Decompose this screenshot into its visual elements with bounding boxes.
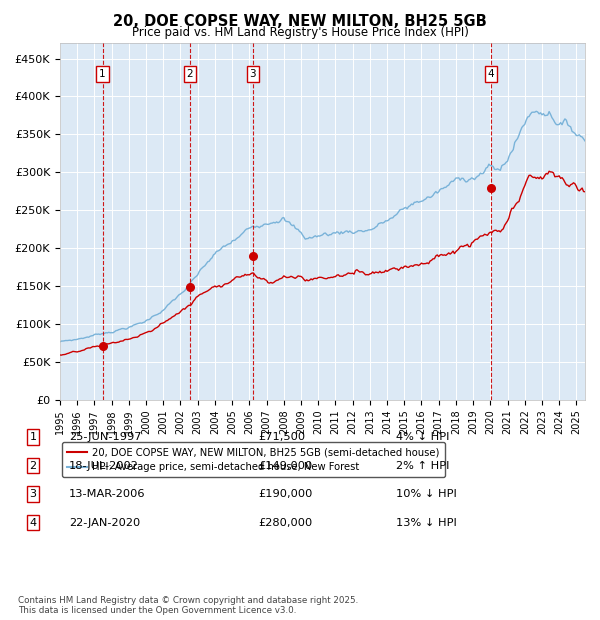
Text: 18-JUL-2002: 18-JUL-2002 xyxy=(69,461,139,471)
Text: 1: 1 xyxy=(99,69,106,79)
Text: £190,000: £190,000 xyxy=(258,489,313,499)
Text: £280,000: £280,000 xyxy=(258,518,312,528)
Text: 22-JAN-2020: 22-JAN-2020 xyxy=(69,518,140,528)
Text: 2% ↑ HPI: 2% ↑ HPI xyxy=(396,461,449,471)
Text: 25-JUN-1997: 25-JUN-1997 xyxy=(69,432,142,442)
Text: 2: 2 xyxy=(187,69,193,79)
Text: Contains HM Land Registry data © Crown copyright and database right 2025.
This d: Contains HM Land Registry data © Crown c… xyxy=(18,596,358,615)
Text: 10% ↓ HPI: 10% ↓ HPI xyxy=(396,489,457,499)
Text: 3: 3 xyxy=(29,489,37,499)
Text: 4: 4 xyxy=(488,69,494,79)
Text: 2: 2 xyxy=(29,461,37,471)
Text: 3: 3 xyxy=(250,69,256,79)
Text: £149,000: £149,000 xyxy=(258,461,312,471)
Text: Price paid vs. HM Land Registry's House Price Index (HPI): Price paid vs. HM Land Registry's House … xyxy=(131,26,469,39)
Text: £71,500: £71,500 xyxy=(258,432,305,442)
Text: 13% ↓ HPI: 13% ↓ HPI xyxy=(396,518,457,528)
Text: 4% ↓ HPI: 4% ↓ HPI xyxy=(396,432,449,442)
Text: 1: 1 xyxy=(29,432,37,442)
Legend: 20, DOE COPSE WAY, NEW MILTON, BH25 5GB (semi-detached house), HPI: Average pric: 20, DOE COPSE WAY, NEW MILTON, BH25 5GB … xyxy=(62,442,445,477)
Text: 13-MAR-2006: 13-MAR-2006 xyxy=(69,489,146,499)
Text: 4: 4 xyxy=(29,518,37,528)
Text: 20, DOE COPSE WAY, NEW MILTON, BH25 5GB: 20, DOE COPSE WAY, NEW MILTON, BH25 5GB xyxy=(113,14,487,29)
